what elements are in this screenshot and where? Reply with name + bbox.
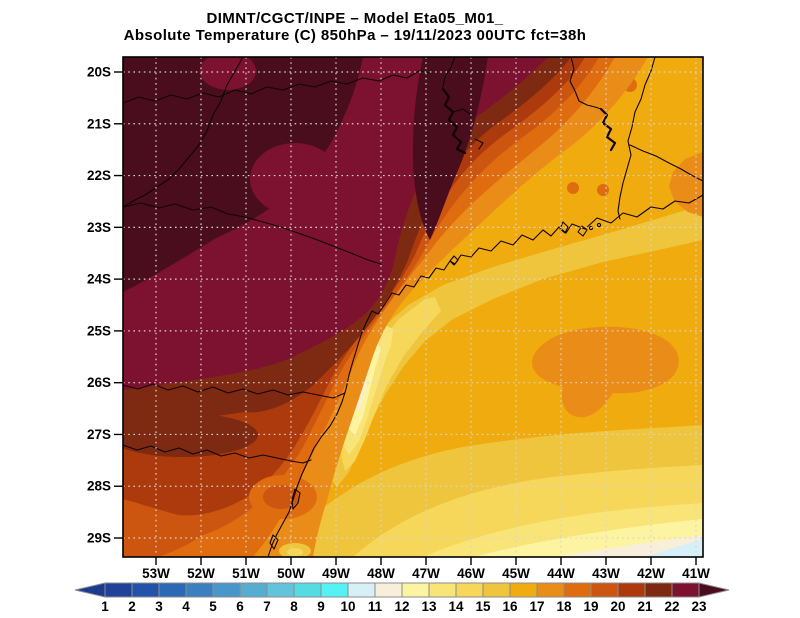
lat-tick-label: 29S — [87, 531, 111, 546]
lon-tick-label: 46W — [457, 566, 485, 581]
lon-tick-label: 48W — [367, 566, 395, 581]
colorbar-cell — [374, 582, 403, 598]
river-northwest — [123, 57, 244, 208]
state-border-east — [617, 57, 656, 220]
colorbar: 1 2 3 4 5 6 7 8 9 10 11 12 13 14 15 16 17 18 19 20 21 22 23 — [74, 582, 730, 614]
reservoir-squiggle-east — [599, 107, 617, 152]
island-dot — [588, 225, 594, 231]
colorbar-cell — [671, 582, 700, 598]
colorbar-number: 18 — [556, 599, 572, 614]
lat-tick-label: 22S — [87, 168, 111, 183]
ilha-santa-catarina — [291, 488, 301, 510]
lagoon-south — [269, 534, 279, 550]
lon-tick-label: 53W — [142, 566, 170, 581]
lon-tick-label: 42W — [637, 566, 665, 581]
colorbar-number: 15 — [475, 599, 491, 614]
lon-tick-label: 50W — [277, 566, 305, 581]
colorbar-cell — [509, 582, 538, 598]
colorbar-cell — [104, 582, 133, 598]
lon-tick-label: 44W — [547, 566, 575, 581]
lat-tick-label: 21S — [87, 116, 111, 131]
lat-tick-label: 24S — [87, 272, 111, 287]
santos-estuary — [449, 255, 459, 266]
colorbar-cell — [131, 582, 160, 598]
island-dot — [596, 222, 602, 228]
reservoir-branch — [452, 108, 484, 150]
colorbar-number: 6 — [236, 599, 244, 614]
lat-tick-label: 23S — [87, 220, 111, 235]
state-border-top — [123, 70, 432, 104]
colorbar-number: 3 — [155, 599, 163, 614]
state-border-north — [123, 202, 382, 265]
colorbar-number: 14 — [448, 599, 464, 614]
colorbar-cell — [536, 582, 565, 598]
state-border-east2 — [629, 144, 703, 182]
colorbar-number: 1 — [101, 599, 109, 614]
lon-tick-label: 45W — [502, 566, 530, 581]
colorbar-number: 13 — [421, 599, 437, 614]
colorbar-number: 16 — [502, 599, 518, 614]
lat-lon-grid — [123, 57, 703, 557]
bay-guanabara — [559, 221, 588, 237]
colorbar-cell — [185, 582, 214, 598]
map-frame — [122, 56, 704, 558]
colorbar-cell — [293, 582, 322, 598]
reservoir-squiggle — [441, 87, 467, 155]
colorbar-cell — [266, 582, 295, 598]
colorbar-cell — [158, 582, 187, 598]
lon-tick-label: 41W — [682, 566, 710, 581]
colorbar-number: 7 — [263, 599, 271, 614]
lat-tick-label: 25S — [87, 323, 111, 338]
colorbar-number: 23 — [691, 599, 707, 614]
colorbar-cell — [347, 582, 376, 598]
colorbar-cell — [428, 582, 457, 598]
chart-title: DIMNT/CGCT/INPE – Model Eta05_M01_ — [206, 10, 504, 27]
lat-tick-label: 26S — [87, 375, 111, 390]
colorbar-number: 22 — [664, 599, 679, 614]
lon-tick-label: 49W — [322, 566, 350, 581]
colorbar-number: 5 — [209, 599, 217, 614]
coastline — [267, 194, 703, 557]
lat-tick-label: 27S — [87, 427, 111, 442]
river-center — [442, 57, 456, 88]
colorbar-number: 8 — [290, 599, 298, 614]
river-east — [569, 57, 602, 110]
axes: 20S 21S 22S 23S 24S 25S 26S 27S 28S 29S 53W 52W 51W 5… — [87, 65, 710, 582]
colorbar-cell — [482, 582, 511, 598]
lat-tick-label: 20S — [87, 65, 111, 80]
colorbar-right-arrow — [698, 582, 730, 598]
colorbar-cell — [239, 582, 268, 598]
colorbar-cell — [590, 582, 619, 598]
colorbar-cell — [563, 582, 592, 598]
colorbar-number: 2 — [128, 599, 136, 614]
lon-tick-label: 52W — [187, 566, 215, 581]
colorbar-cell — [401, 582, 430, 598]
state-border-parana — [123, 383, 346, 399]
colorbar-number: 21 — [637, 599, 653, 614]
colorbar-number: 9 — [317, 599, 325, 614]
colorbar-number: 17 — [529, 599, 544, 614]
temperature-field — [123, 57, 703, 557]
chart-subtitle: Absolute Temperature (C) 850hPa – 19/11/… — [123, 27, 587, 44]
lat-tick-label: 28S — [87, 479, 111, 494]
colorbar-cell — [212, 582, 241, 598]
lon-tick-label: 47W — [412, 566, 440, 581]
colorbar-number: 4 — [182, 599, 190, 614]
colorbar-cell — [617, 582, 646, 598]
colorbar-cell — [644, 582, 673, 598]
lon-tick-label: 43W — [592, 566, 620, 581]
colorbar-left-arrow — [74, 582, 106, 598]
colorbar-cell — [455, 582, 484, 598]
colorbar-number: 10 — [340, 599, 355, 614]
colorbar-number: 12 — [394, 599, 409, 614]
colorbar-number: 19 — [583, 599, 598, 614]
colorbar-cell — [320, 582, 349, 598]
colorbar-number: 11 — [368, 599, 383, 614]
colorbar-number: 20 — [610, 599, 625, 614]
lon-tick-label: 51W — [232, 566, 260, 581]
